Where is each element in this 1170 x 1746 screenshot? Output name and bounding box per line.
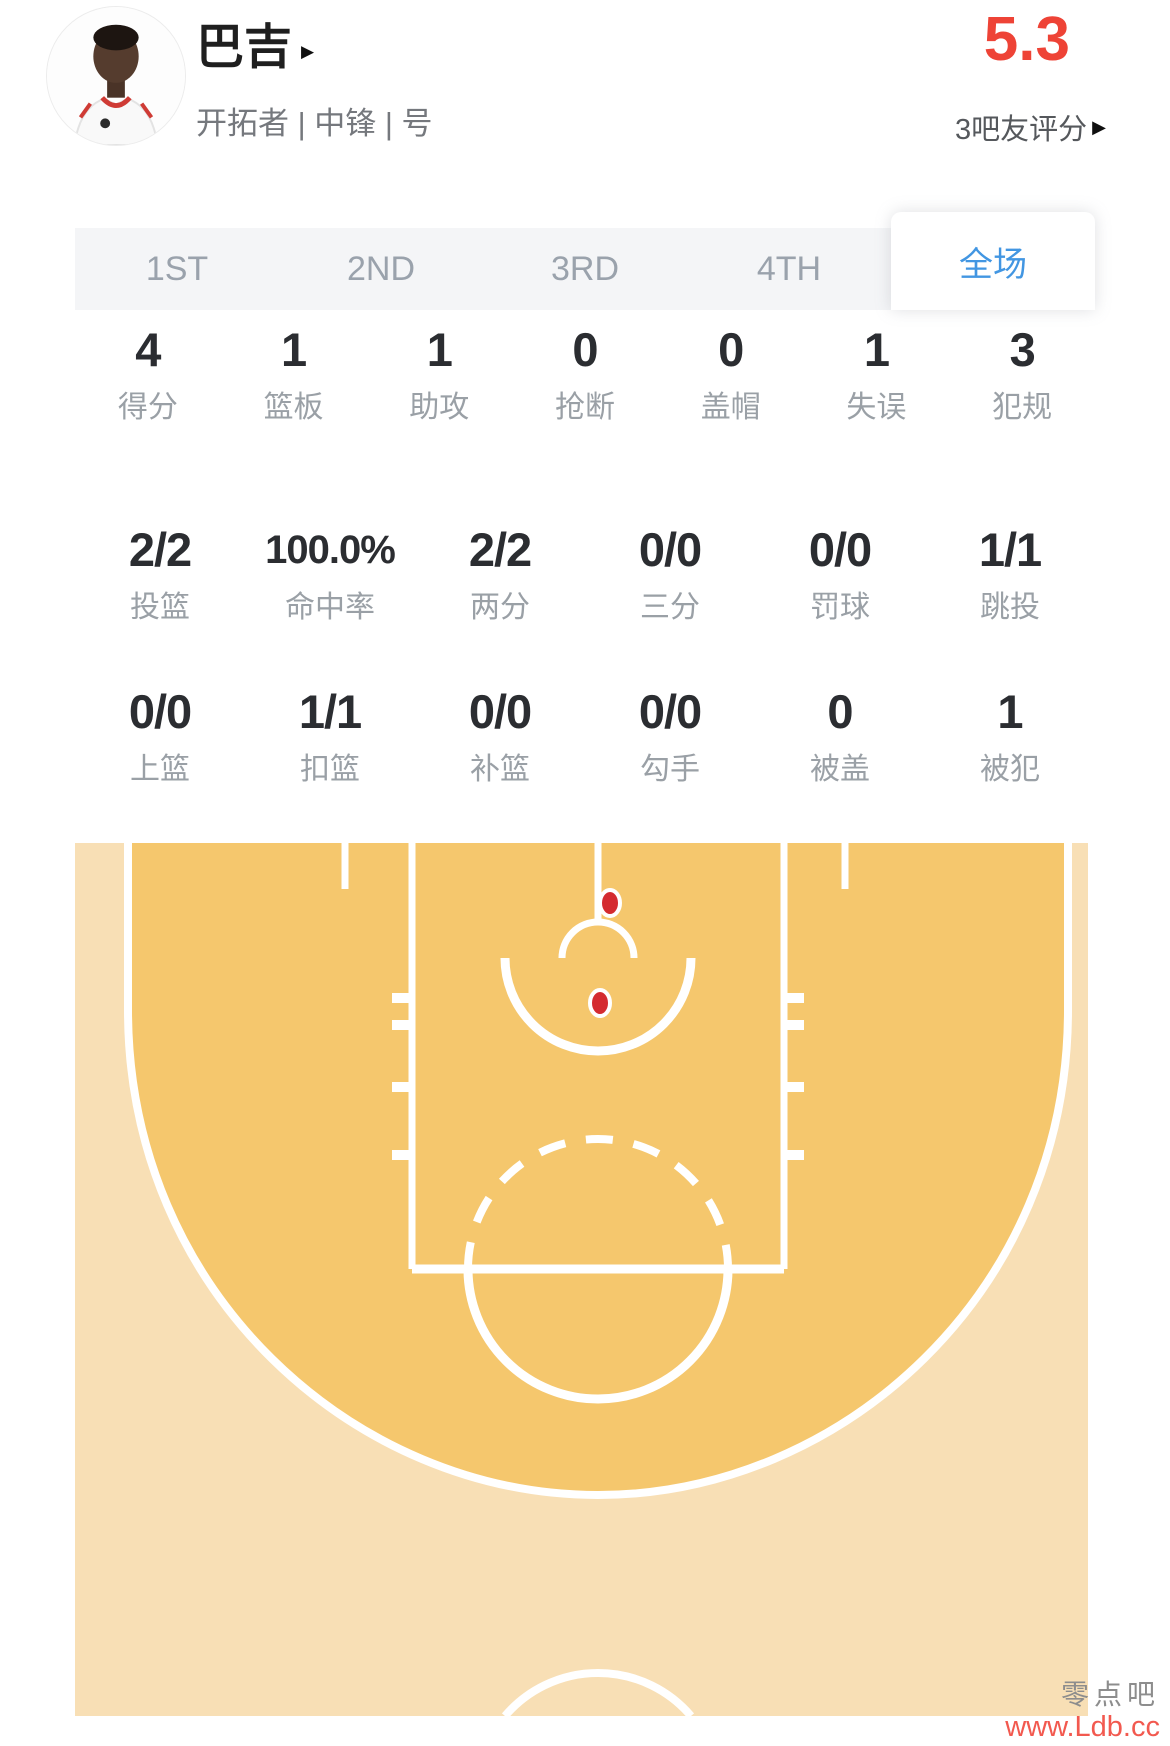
shot-dot-made [598, 888, 622, 918]
stat-cell: 1 失误 [804, 316, 950, 428]
stat-label: 被盖 [810, 753, 870, 786]
stat-cell: 100.0% 命中率 [245, 516, 415, 628]
stat-cell: 2/2 两分 [415, 516, 585, 628]
name-expand-icon: ▶ [301, 42, 315, 62]
tab-2nd[interactable]: 2ND [346, 249, 416, 288]
stat-label: 篮板 [263, 391, 324, 424]
stat-value: 0 [572, 323, 598, 376]
lane-hash-marks [392, 993, 804, 1160]
tab-1st[interactable]: 1ST [145, 249, 209, 288]
rating-arrow-icon: ▶ [1092, 116, 1106, 137]
stat-cell: 0/0 三分 [585, 516, 755, 628]
stat-label: 补篮 [470, 753, 530, 786]
stat-label: 三分 [640, 591, 700, 624]
stat-label: 投篮 [130, 591, 190, 624]
tab-3rd[interactable]: 3RD [550, 249, 620, 288]
stat-value: 1/1 [298, 685, 362, 738]
shot-dot-layer [588, 888, 622, 1018]
stat-value: 0/0 [808, 523, 872, 576]
stat-cell: 0/0 勾手 [585, 678, 755, 790]
stat-value: 2/2 [128, 523, 192, 576]
stat-label: 得分 [117, 391, 178, 424]
site-watermark: 零点吧 www.Ldb.cc [1005, 1680, 1160, 1744]
quarter-tabs: 1ST 2ND 3RD 4TH 全场 [75, 212, 1095, 310]
rating-caption-link[interactable]: 3吧友评分 ▶ [955, 106, 1106, 148]
stat-cell: 0 盖帽 [658, 316, 804, 428]
stat-cell: 0/0 上篮 [75, 678, 245, 790]
court-svg [75, 843, 1088, 1719]
stat-cell: 0 抢断 [512, 316, 658, 428]
stat-label: 盖帽 [700, 391, 761, 424]
stat-cell: 0 被盖 [755, 678, 925, 790]
stat-cell: 1 助攻 [366, 316, 512, 428]
stat-row-shot-types: 0/0 上篮 1/1 扣篮 0/0 补篮 0/0 勾手 0 被盖 1 被犯 [75, 678, 1095, 790]
stat-value: 2/2 [468, 523, 532, 576]
three-point-line [124, 843, 1072, 1500]
stat-label: 被犯 [980, 753, 1040, 786]
tab-4th[interactable]: 4TH [756, 249, 822, 288]
stat-row-shooting: 2/2 投篮 100.0% 命中率 2/2 两分 0/0 三分 0/0 罚球 1/1 跳投 [75, 516, 1095, 628]
player-rating: 5.3 [983, 5, 1070, 74]
watermark-url: www.Ldb.cc [1005, 1711, 1160, 1744]
stat-value: 1/1 [978, 523, 1042, 576]
stat-label: 跳投 [980, 591, 1040, 624]
stat-value: 0/0 [468, 685, 532, 738]
stat-cell: 1 篮板 [221, 316, 367, 428]
stat-value: 4 [135, 323, 161, 376]
player-name: 巴吉 [196, 21, 293, 74]
stat-label: 失误 [846, 391, 907, 424]
stat-cell: 1/1 跳投 [925, 516, 1095, 628]
stat-cell: 1/1 扣篮 [245, 678, 415, 790]
player-avatar[interactable] [46, 6, 186, 146]
player-avatar-image [47, 7, 185, 145]
stat-cell: 3 犯规 [949, 316, 1095, 428]
stat-label: 上篮 [130, 753, 190, 786]
stat-label: 助攻 [409, 391, 470, 424]
rim-arc [558, 918, 638, 959]
shot-chart-court [75, 843, 1088, 1719]
free-throw-circle-solid [463, 1268, 733, 1404]
stat-value: 0 [827, 685, 853, 738]
stat-value: 1 [426, 323, 453, 376]
stat-label: 抢断 [554, 391, 615, 424]
stat-cell: 4 得分 [75, 316, 221, 428]
stat-label: 两分 [470, 591, 530, 624]
rating-caption-text: 3吧友评分 [955, 114, 1088, 146]
stat-value: 0/0 [638, 685, 702, 738]
stat-cell: 1 被犯 [925, 678, 1095, 790]
center-circle-arc [501, 1669, 695, 1719]
stat-value: 0 [718, 323, 744, 376]
stat-label: 犯规 [992, 391, 1053, 424]
stat-label: 命中率 [285, 591, 375, 624]
stat-cell: 0/0 罚球 [755, 516, 925, 628]
stat-cell: 0/0 补篮 [415, 678, 585, 790]
stat-value: 1 [997, 685, 1023, 738]
stat-cell: 2/2 投篮 [75, 516, 245, 628]
court-three-point-area [128, 843, 1068, 1495]
tab-full[interactable]: 全场 [891, 212, 1095, 310]
stat-value: 3 [1009, 323, 1036, 376]
stat-value: 0/0 [128, 685, 192, 738]
stat-label: 罚球 [810, 591, 870, 624]
stat-value: 100.0% [265, 528, 396, 572]
player-name-row[interactable]: 巴吉 ▶ [196, 21, 315, 75]
stat-label: 勾手 [640, 753, 700, 786]
stat-value: 1 [280, 323, 307, 376]
watermark-name: 零点吧 [1060, 1680, 1160, 1711]
stat-value: 0/0 [638, 523, 702, 576]
stat-label: 扣篮 [300, 753, 360, 786]
shot-dot-made [588, 988, 612, 1018]
restricted-area-arc [500, 957, 696, 1056]
stat-row-basic: 4 得分 1 篮板 1 助攻 0 抢断 0 盖帽 1 失误 3 犯规 [75, 316, 1095, 428]
player-team-position: 开拓者 | 中锋 | 号 [196, 106, 433, 141]
free-throw-circle-dashed [464, 1135, 732, 1270]
stat-value: 1 [863, 323, 890, 376]
